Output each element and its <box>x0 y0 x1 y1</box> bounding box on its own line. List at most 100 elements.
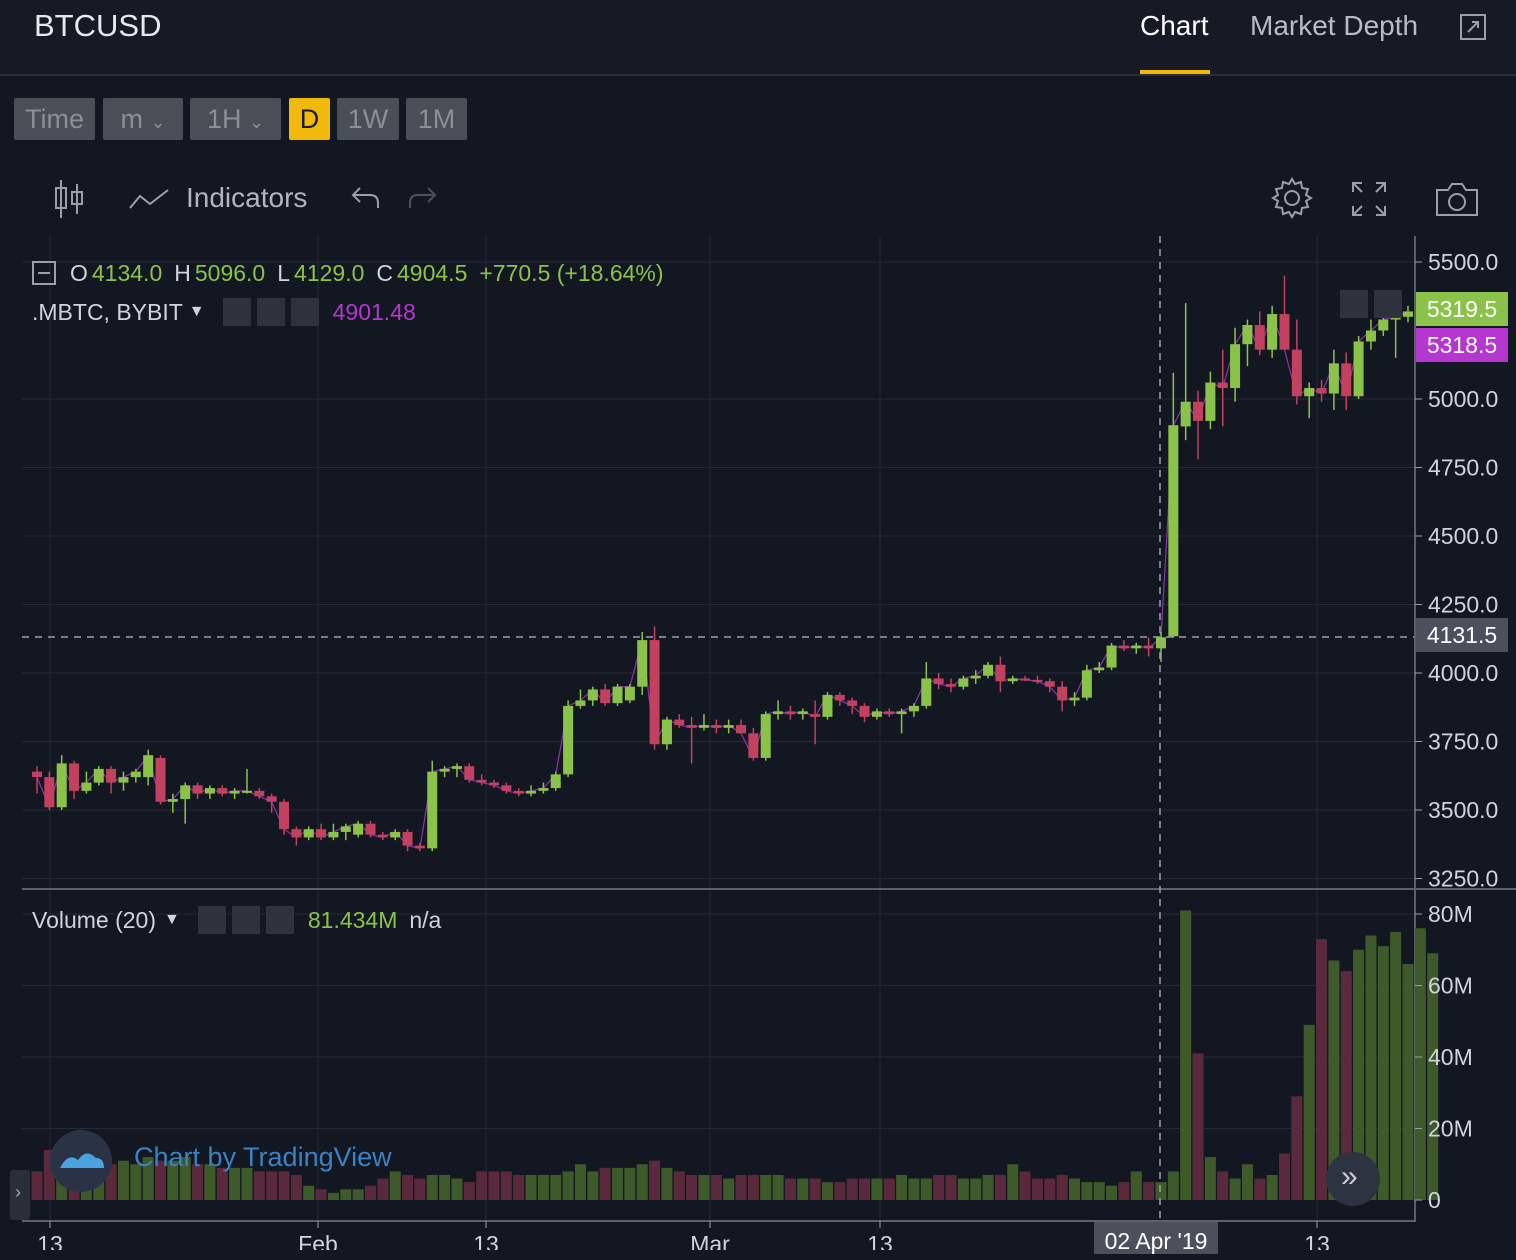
candle-body <box>1341 363 1352 397</box>
crosshair <box>22 236 1414 1220</box>
caret-down-icon[interactable]: ▼ <box>188 303 205 320</box>
candle-body <box>69 763 80 791</box>
volume-bar <box>1019 1171 1031 1200</box>
volume-bar <box>1130 1171 1142 1200</box>
volume-bar <box>1155 1182 1167 1200</box>
volume-bar <box>747 1174 759 1200</box>
close-value: 4904.5 <box>397 259 468 286</box>
indicators-button[interactable]: Indicators <box>186 182 308 213</box>
candle-body <box>254 790 265 797</box>
high-value: 5096.0 <box>194 259 266 286</box>
volume-bar <box>624 1167 636 1200</box>
volume-bar <box>1390 931 1402 1200</box>
tradingview-logo-icon[interactable] <box>50 1130 112 1192</box>
caret-down-icon[interactable]: ▼ <box>164 911 180 928</box>
volume-bar <box>476 1171 488 1200</box>
candle-body <box>723 725 734 728</box>
timeframe-week[interactable]: 1W <box>337 98 399 140</box>
volume-name[interactable]: Volume (20) <box>32 906 157 933</box>
open-label: O <box>70 259 88 286</box>
volume-bar <box>43 1149 55 1200</box>
timeframe-minutes-dropdown[interactable]: m ⌄ <box>103 98 183 140</box>
candle-body <box>402 831 413 846</box>
eye-icon[interactable] <box>222 298 251 326</box>
candle-body <box>575 700 586 706</box>
volume-tick-label: 80M <box>1428 901 1473 927</box>
low-value: 4129.0 <box>294 259 365 286</box>
close-icon[interactable] <box>265 906 294 934</box>
candle-body <box>822 694 833 717</box>
volume-bar <box>574 1164 586 1200</box>
expand-icon[interactable] <box>1460 14 1486 40</box>
volume-bar <box>327 1192 339 1200</box>
volume-bar <box>809 1178 821 1200</box>
volume-bar <box>179 1157 191 1200</box>
volume-bar <box>883 1178 895 1200</box>
candle-body <box>1180 401 1191 427</box>
price-axis: 5500.0 5000.0 4750.0 4500.0 4250.0 4000.0 3750… <box>37 249 1498 1250</box>
fullscreen-icon[interactable] <box>1350 180 1388 218</box>
candle-body <box>1044 681 1055 687</box>
volume-bar <box>500 1171 512 1200</box>
candle-body <box>649 640 660 745</box>
tradingview-link[interactable]: Chart by TradingView <box>134 1142 392 1172</box>
volume-bar <box>1414 928 1426 1200</box>
volume-bar <box>1291 1096 1303 1200</box>
candle-body <box>624 686 635 701</box>
candle-body <box>1106 645 1117 668</box>
change-value: +770.5 (+18.64%) <box>479 259 664 286</box>
volume-bar <box>1180 910 1192 1200</box>
price-tick-label: 4000.0 <box>1428 660 1498 686</box>
candle-body <box>501 785 512 791</box>
left-scroll-handle[interactable]: › <box>10 1170 30 1220</box>
camera-icon[interactable] <box>1434 180 1480 218</box>
timeframe-minutes-label: m <box>120 104 143 134</box>
volume-bar <box>1278 1153 1290 1200</box>
candle-body <box>1168 425 1179 637</box>
timeframe-day[interactable]: D <box>289 98 330 140</box>
candle-body <box>328 831 339 838</box>
indicators-icon[interactable] <box>128 184 170 214</box>
tab-chart[interactable]: Chart <box>1140 10 1209 41</box>
candle-body <box>204 788 215 794</box>
candle-body <box>1032 679 1043 682</box>
index-price-tag: 5318.5 <box>1416 328 1508 362</box>
gear-icon[interactable] <box>231 906 260 934</box>
redo-icon[interactable] <box>406 184 438 212</box>
volume-bar <box>1081 1182 1093 1200</box>
volume-bar <box>1056 1174 1068 1200</box>
candle-body <box>93 768 104 783</box>
download-icon <box>1340 290 1368 318</box>
candle-body <box>1205 382 1216 421</box>
candle-body <box>1353 341 1364 397</box>
volume-bar <box>1143 1182 1155 1200</box>
candle-body <box>908 705 919 712</box>
price-tick-label: 5500.0 <box>1428 249 1498 275</box>
collapse-legend-icon[interactable] <box>32 261 56 285</box>
volume-tick-label: 60M <box>1428 973 1473 999</box>
ohlc-legend: O 4134.0 H 5096.0 L 4129.0 C 4904.5 +770… <box>32 258 676 288</box>
candle-body <box>241 790 252 793</box>
volume-legend: Volume (20) ▼ 81.434M n/a <box>32 906 441 934</box>
settings-icon[interactable] <box>1270 176 1314 220</box>
eye-icon[interactable] <box>197 906 226 934</box>
tab-market-depth[interactable]: Market Depth <box>1250 10 1419 41</box>
undo-icon[interactable] <box>350 184 382 212</box>
timeframe-time[interactable]: Time <box>14 98 95 140</box>
index-name[interactable]: .MBTC, BYBIT <box>32 298 183 325</box>
timeframe-month[interactable]: 1M <box>406 98 467 140</box>
timeframe-hour-dropdown[interactable]: 1H ⌄ <box>190 98 281 140</box>
high-label: H <box>174 259 191 286</box>
volume-bar <box>1044 1178 1056 1200</box>
volume-bar <box>253 1171 265 1200</box>
candles-icon[interactable] <box>52 178 86 220</box>
close-icon[interactable] <box>290 298 319 326</box>
volume-bar <box>389 1171 401 1200</box>
time-tick-label: Feb <box>298 1231 338 1250</box>
gear-icon[interactable] <box>256 298 285 326</box>
scroll-to-realtime-button[interactable]: » <box>1326 1152 1380 1206</box>
crosshair-price-tag: 4131.5 <box>1416 618 1508 652</box>
volume-bar <box>439 1174 451 1200</box>
candle-body <box>451 766 462 769</box>
